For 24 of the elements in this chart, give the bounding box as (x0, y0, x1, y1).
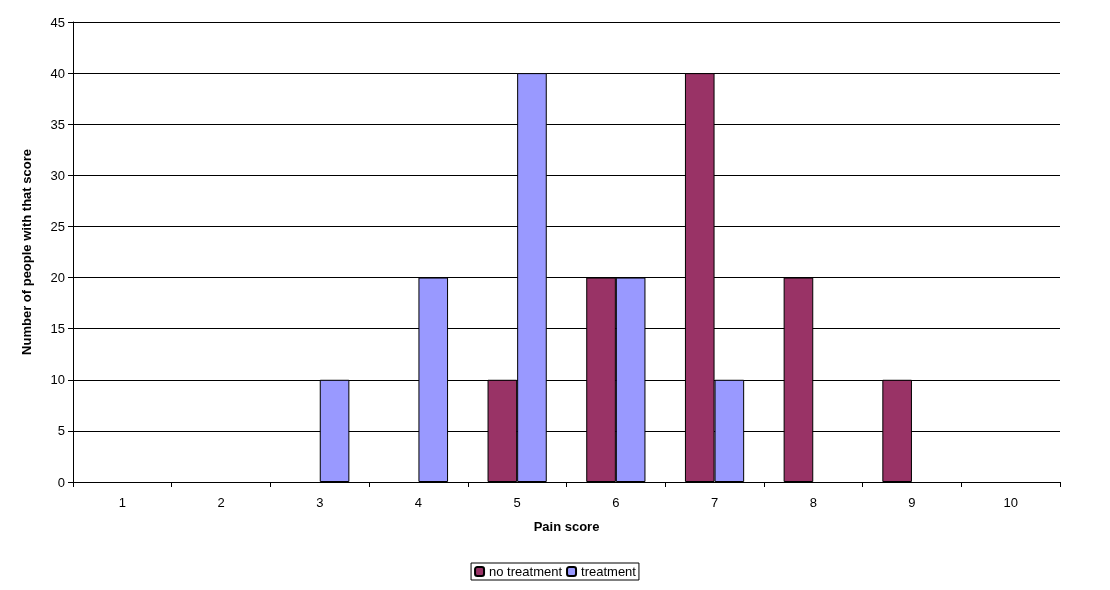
x-tick-label: 2 (217, 495, 225, 510)
x-tick-label: 1 (118, 495, 126, 510)
x-tick-label: 5 (513, 495, 521, 510)
x-tick-label: 6 (612, 495, 620, 510)
y-tick-label: 10 (50, 372, 65, 388)
x-tick-label: 3 (316, 495, 324, 510)
legend-label: no treatment (489, 564, 563, 579)
y-tick-label: 5 (57, 423, 65, 439)
y-tick-label: 35 (50, 116, 65, 132)
x-tick-label: 9 (908, 495, 916, 510)
y-tick-label: 25 (50, 218, 65, 234)
x-tick-label: 7 (710, 495, 719, 510)
x-tick-label: 4 (414, 495, 423, 510)
legend-label: treatment (581, 564, 637, 579)
y-axis-title: Number of people with that score (19, 149, 34, 355)
y-tick-label: 0 (57, 474, 65, 490)
y-tick-label: 20 (50, 270, 65, 286)
x-axis-title: Pain score (533, 519, 600, 534)
y-tick-label: 15 (50, 321, 65, 337)
y-tick-label: 45 (50, 14, 65, 30)
y-tick-label: 40 (50, 65, 65, 81)
x-tick-label: 10 (1003, 495, 1018, 510)
y-tick-label: 30 (50, 167, 65, 183)
x-tick-label: 8 (809, 495, 817, 510)
